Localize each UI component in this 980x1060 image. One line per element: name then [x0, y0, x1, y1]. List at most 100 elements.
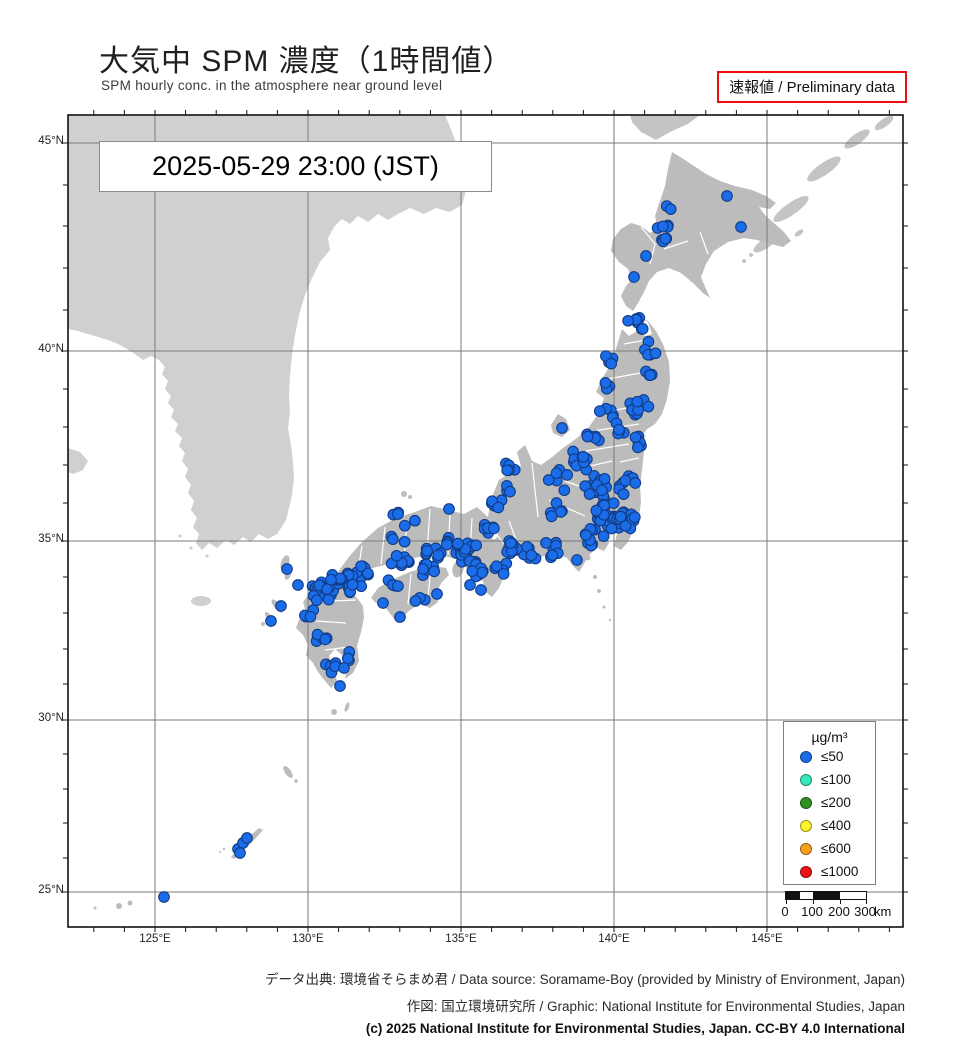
lat-tick-label: 25°N: [38, 884, 64, 896]
legend-title: µg/m³: [811, 729, 848, 745]
monitoring-station-dot: [409, 595, 422, 607]
legend-color-dot: [800, 865, 812, 878]
monitoring-station-dot: [583, 488, 596, 500]
monitoring-station-dot: [241, 832, 253, 844]
monitoring-station-dot: [542, 474, 555, 486]
scale-bar-label: 100: [801, 904, 823, 919]
monitoring-station-dot: [304, 610, 317, 623]
monitoring-station-dot: [561, 469, 574, 481]
scale-bar-unit: km: [874, 904, 892, 919]
lon-tick-label: 140°E: [598, 933, 630, 945]
monitoring-station-dot: [464, 579, 476, 591]
korean-islet: [178, 534, 182, 538]
monitoring-station-dot: [598, 472, 611, 485]
monitoring-station-dot: [617, 488, 630, 500]
monitoring-station-dot: [622, 314, 634, 327]
monitoring-station-dot: [550, 467, 563, 479]
legend-color-dot: [800, 750, 812, 763]
lat-tick-label: 30°N: [38, 712, 64, 724]
scale-bar-tick: [866, 899, 867, 904]
shandong-peninsula: [68, 448, 88, 474]
monitoring-station-dot: [504, 537, 517, 549]
monitoring-station-dot: [581, 430, 594, 443]
monitoring-station-dot: [470, 539, 483, 552]
monitoring-station-dot: [310, 594, 323, 607]
monitoring-station-dot: [657, 220, 669, 233]
monitoring-station-dot: [394, 611, 406, 623]
monitoring-station-dot: [501, 464, 514, 477]
monitoring-station-dot: [443, 503, 455, 515]
legend-color-dot: [800, 796, 812, 809]
monitoring-station-dot: [628, 271, 640, 283]
monitoring-station-dot: [355, 560, 367, 573]
monitoring-station-dot: [432, 549, 445, 562]
monitoring-station-dot: [158, 891, 170, 903]
scale-bar-segment: [786, 892, 800, 899]
monitoring-station-dot: [421, 545, 433, 557]
monitoring-station-dot: [619, 474, 632, 487]
monitoring-station-dot: [571, 554, 583, 566]
legend-entry-label: ≤200: [821, 795, 851, 810]
monitoring-station-dot: [599, 377, 612, 389]
legend-color-dot: [800, 773, 812, 786]
monitoring-station-dot: [417, 563, 430, 575]
monitoring-station-dot: [292, 579, 304, 591]
monitoring-station-dot: [614, 510, 627, 523]
legend-entry-label: ≤50: [821, 749, 844, 764]
monitoring-station-dot: [398, 535, 411, 548]
lat-tick-label: 35°N: [38, 533, 64, 545]
legend-entry-label: ≤100: [821, 772, 851, 787]
legend-entry: ≤600: [784, 837, 875, 860]
station-dots: [158, 190, 747, 903]
monitoring-station-dot: [540, 537, 552, 549]
monitoring-station-dot: [619, 520, 632, 532]
lon-tick-label: 145°E: [751, 933, 783, 945]
monitoring-station-dot: [636, 323, 649, 335]
monitoring-station-dot: [488, 522, 500, 535]
footer-data-source: データ出典: 環境省そらまめ君 / Data source: Soramame-…: [265, 972, 905, 987]
monitoring-station-dot: [595, 484, 608, 497]
monitoring-station-dot: [628, 511, 641, 523]
monitoring-station-dot: [613, 423, 625, 436]
monitoring-station-dot: [525, 549, 538, 562]
monitoring-station-dot: [721, 190, 733, 202]
monitoring-station-dot: [545, 510, 558, 523]
monitoring-station-dot: [590, 504, 603, 517]
monitoring-station-dot: [659, 232, 672, 245]
monitoring-station-dot: [593, 405, 606, 417]
lat-tick-label: 45°N: [38, 135, 64, 147]
legend-color-dot: [800, 819, 812, 832]
monitoring-station-dot: [554, 506, 567, 518]
legend-entry-label: ≤1000: [821, 864, 859, 879]
monitoring-station-dot: [504, 485, 516, 498]
monitoring-station-dot: [649, 347, 662, 360]
legend-entry: ≤200: [784, 791, 875, 814]
page-subtitle: SPM hourly conc. in the atmosphere near …: [101, 78, 443, 93]
timestamp-label: 2025-05-29 23:00 (JST): [99, 141, 492, 192]
monitoring-station-dot: [558, 484, 571, 497]
monitoring-station-dot: [398, 519, 411, 532]
monitoring-station-dot: [334, 680, 346, 692]
monitoring-station-dot: [577, 451, 590, 463]
monitoring-station-dot: [629, 431, 642, 444]
monitoring-station-dot: [346, 578, 359, 591]
monitoring-station-dot: [580, 529, 592, 541]
monitoring-station-dot: [735, 221, 747, 233]
monitoring-station-dot: [361, 567, 374, 580]
lat-tick-label: 40°N: [38, 343, 64, 355]
lon-tick-label: 125°E: [139, 933, 171, 945]
monitoring-station-dot: [377, 597, 389, 609]
monitoring-station-dot: [598, 499, 611, 512]
monitoring-station-dot: [390, 549, 403, 562]
monitoring-station-dot: [490, 560, 503, 573]
preliminary-data-badge: 速報値 / Preliminary data: [717, 71, 907, 103]
monitoring-station-dot: [319, 633, 332, 646]
monitoring-station-dot: [409, 514, 421, 527]
scale-bar-tick: [786, 899, 787, 904]
legend-entry: ≤100: [784, 768, 875, 791]
jeju-island: [191, 596, 211, 606]
axis-ticks: [63, 110, 908, 932]
lon-tick-label: 130°E: [292, 933, 324, 945]
scale-bar: [785, 891, 867, 904]
monitoring-station-dot: [431, 588, 443, 600]
